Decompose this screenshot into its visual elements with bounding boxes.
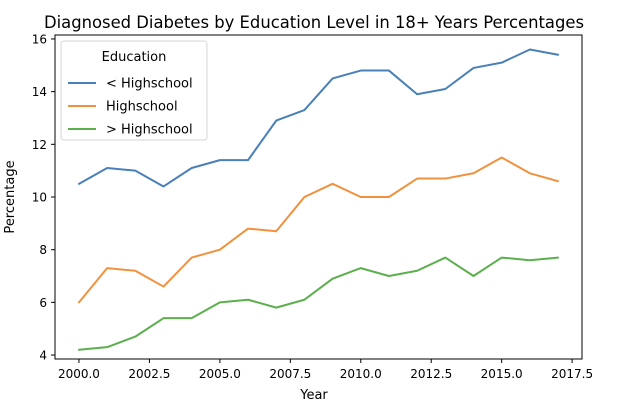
y-tick-label-6: 6 xyxy=(39,296,47,310)
legend-label-highschool: < Highschool xyxy=(106,77,193,92)
legend-box xyxy=(60,40,208,141)
legend-label-highschool: > Highschool xyxy=(106,123,193,138)
legend-title: Education xyxy=(102,50,167,65)
series-line-highschool xyxy=(77,156,560,304)
legend-label-highschool: Highschool xyxy=(106,100,178,115)
x-tick-label-2010-0: 2010.0 xyxy=(340,367,382,381)
x-tick-label-2000-0: 2000.0 xyxy=(58,367,100,381)
plot-area xyxy=(54,34,583,360)
series-line-highschool xyxy=(77,256,560,351)
chart-title: Diagnosed Diabetes by Education Level in… xyxy=(44,13,584,32)
x-tick-label-2015-0: 2015.0 xyxy=(481,367,523,381)
axis-ticks: 2000.0 2002.5 2005.0 2007.5 2010.0 2012.5 2015… xyxy=(32,32,593,381)
x-tick-label-2002-5: 2002.5 xyxy=(128,367,170,381)
x-tick-label-2007-5: 2007.5 xyxy=(269,367,311,381)
y-tick-label-8: 8 xyxy=(39,243,47,257)
x-tick-label-2005-0: 2005.0 xyxy=(199,367,241,381)
legend: Education < Highschool Highschool > Highsch… xyxy=(60,40,208,141)
y-tick-label-4: 4 xyxy=(39,349,47,363)
series-line-highschool xyxy=(77,48,560,188)
y-tick-label-10: 10 xyxy=(32,191,47,205)
y-tick-label-16: 16 xyxy=(32,32,47,46)
y-tick-label-12: 12 xyxy=(32,138,47,152)
x-tick-label-2012-5: 2012.5 xyxy=(410,367,452,381)
x-tick-label-2017-5: 2017.5 xyxy=(551,367,593,381)
x-axis-label: Year xyxy=(299,388,328,403)
y-tick-label-14: 14 xyxy=(32,85,47,99)
y-axis-label: Percentage xyxy=(3,160,18,233)
